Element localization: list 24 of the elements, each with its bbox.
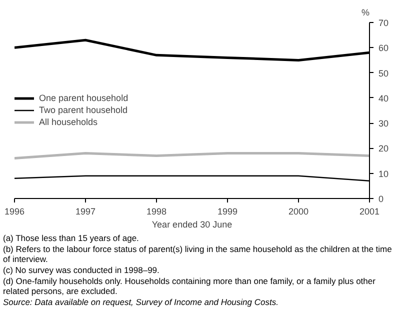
legend-label: One parent household [39, 92, 128, 104]
text: (b) Refers to the labour force status of parent(s) living in the same household as the children at the time of interview. [3, 244, 393, 264]
y-tick-label: 60 [378, 43, 389, 54]
x-tick-label: 1997 [75, 206, 96, 216]
text: (c) No survey was conducted in 1998–99. [3, 265, 160, 275]
x-tick-label: 2001 [359, 206, 380, 216]
y-tick-label: 50 [378, 68, 389, 78]
text: (a) Those less than 15 years of age. [3, 233, 139, 243]
x-tick-label: 1999 [217, 206, 238, 216]
text: (d) One-family households only. Households containing more than one family, or a family plus other related persons, are excluded. [3, 276, 376, 296]
legend-label: Two parent household [39, 104, 128, 116]
y-tick-label: 70 [378, 18, 389, 28]
y-tick-label: 10 [378, 168, 389, 179]
source-note: Source: Data available on request, Survey of Income and Housing Costs. [3, 297, 278, 307]
y-tick-label: 20 [378, 144, 389, 154]
x-tick-label: 1998 [146, 206, 167, 216]
x-tick-label: 1996 [4, 206, 25, 216]
y-axis-title: % [362, 8, 370, 18]
x-tick-label: 2000 [288, 206, 309, 216]
legend-label: All households [39, 116, 98, 128]
y-tick-label: 30 [378, 118, 389, 129]
y-tick-label: 40 [378, 93, 389, 104]
x-axis-title: Year ended 30 June [152, 220, 232, 230]
y-tick-label: 0 [378, 194, 384, 204]
